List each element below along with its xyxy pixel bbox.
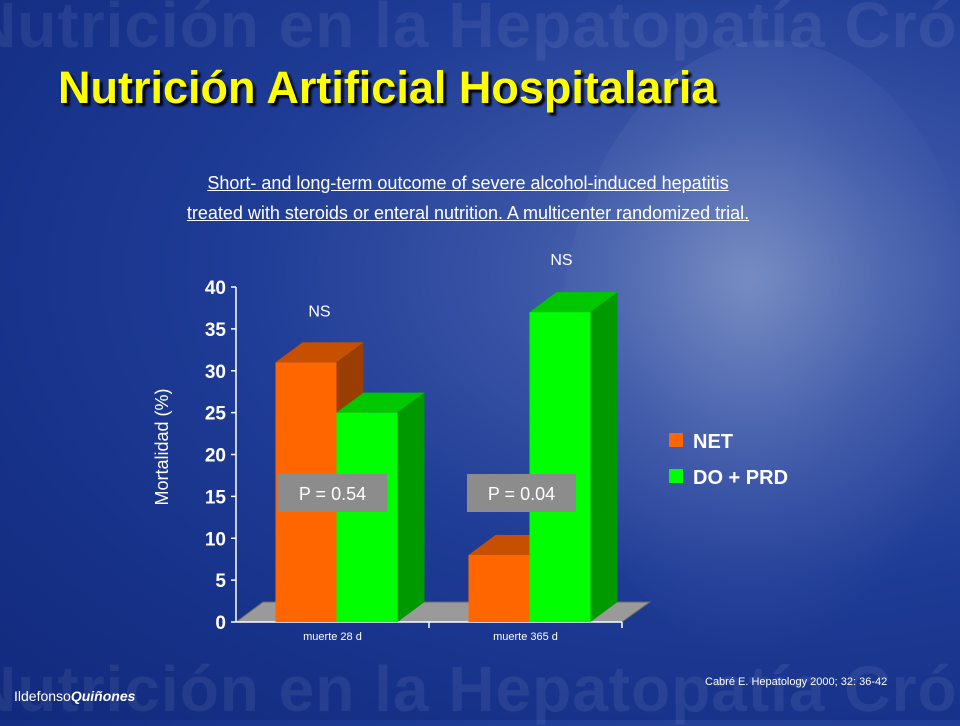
logo-first-name: Ildefonso	[14, 688, 71, 704]
x-tick-label: muerte 28 d	[303, 631, 362, 643]
background-watermark-bottom: Nutrición en la Hepatopatía Crónica	[0, 653, 960, 725]
slide-title: Nutrición Artificial Hospitalaria	[58, 62, 717, 113]
subtitle-line-2: treated with steroids or enteral nutriti…	[186, 203, 750, 223]
p-value-label: P = 0.54	[299, 484, 366, 504]
subtitle-line-1: Short- and long-term outcome of severe a…	[207, 173, 729, 193]
legend-label: DO + PRD	[693, 467, 788, 489]
bar-side-do-prd	[397, 392, 425, 622]
legend-swatch-do-prd	[669, 469, 683, 483]
legend-swatch-net	[669, 433, 683, 447]
bar-do-prd	[336, 412, 398, 622]
bar-top-do-prd	[529, 292, 618, 313]
y-axis-title: Mortalidad (%)	[152, 388, 172, 505]
y-tick-label: 30	[205, 362, 226, 383]
y-tick-label: 0	[215, 613, 226, 634]
y-tick-label: 10	[205, 529, 226, 550]
bar-do-prd	[529, 312, 591, 622]
p-value-label: P = 0.04	[488, 484, 555, 504]
citation: Cabré E. Hepatology 2000; 32: 36-42	[705, 676, 888, 688]
significance-label: NS	[550, 252, 572, 269]
significance-label: NS	[308, 303, 330, 320]
y-tick-label: 5	[215, 571, 226, 592]
p-value-box	[278, 474, 387, 512]
bar-top-net	[275, 342, 364, 363]
author-logo: IldefonsoQuiñones	[14, 688, 135, 704]
bar-top-do-prd	[336, 392, 425, 413]
y-tick-label: 15	[205, 487, 227, 508]
legend-label: NET	[693, 431, 733, 453]
logo-last-name: Quiñones	[70, 688, 136, 704]
background-watermark-top: Nutrición en la Hepatopatía Crónica	[0, 0, 960, 61]
y-tick-label: 35	[205, 320, 227, 341]
bar-net	[468, 555, 530, 622]
bar-side-do-prd	[590, 292, 618, 622]
p-value-box	[467, 474, 576, 512]
y-tick-label: 40	[205, 278, 226, 299]
background-face-image	[560, 40, 960, 660]
y-tick-label: 20	[205, 446, 226, 467]
x-tick-label: muerte 365 d	[493, 631, 558, 643]
y-tick-label: 25	[205, 404, 227, 425]
